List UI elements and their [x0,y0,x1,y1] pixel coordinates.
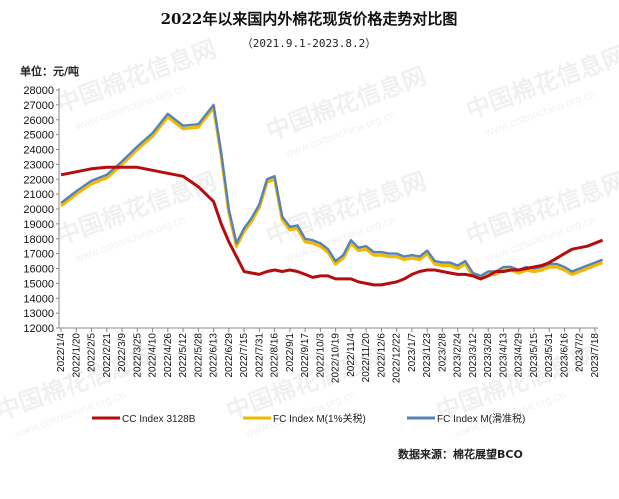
x-tick-label: 2022/10/19 [331,333,342,383]
series-layer [60,103,604,287]
x-tick-label: 2022/9/17 [300,333,311,378]
x-tick-label: 2022/1/4 [56,333,67,372]
x-tick-label: 2022/7/31 [254,333,265,378]
x-tick-label: 2022/1/20 [71,333,82,378]
y-tick-label: 25000 [23,130,54,142]
y-tick-label: 26000 [23,115,54,127]
x-tick-label: 2022/4/26 [163,333,174,378]
y-tick-label: 16000 [23,264,54,276]
y-tick-label: 15000 [23,278,54,290]
chart-subtitle: （2021.9.1-2023.8.2） [242,37,377,50]
x-tick-label: 2023/5/15 [529,333,540,378]
x-tick-label: 2022/7/15 [239,333,250,378]
legend: CC Index 3128B FC Index M(1%关税) FC Index M… [92,412,525,425]
x-tick-label: 2023/5/31 [544,333,555,378]
x-tick-label: 2023/2/24 [453,333,464,378]
y-tick-label: 17000 [23,249,54,261]
legend-label: CC Index 3128B [122,414,196,425]
y-tick-label: 12000 [23,323,54,335]
x-tick-label: 2023/4/29 [514,333,525,378]
x-tick-label: 2022/6/13 [209,333,220,378]
x-tick-label: 2022/4/10 [148,333,159,378]
x-tick-label: 2022/12/22 [392,333,403,383]
y-tick-label: 23000 [23,159,54,171]
x-tick-label: 2023/7/18 [590,333,601,378]
source-label: 数据来源：棉花展望BCO [398,447,523,461]
y-tick-label: 14000 [23,293,54,305]
y-tick-label: 21000 [23,189,54,201]
x-tick-label: 2022/5/12 [178,333,189,378]
x-tick-label: 2022/3/25 [132,333,143,378]
y-tick-label: 19000 [23,219,54,231]
x-tick-label: 2023/3/12 [468,333,479,378]
y-tick-label: 20000 [23,204,54,216]
legend-label: FC Index M(滑准税) [437,412,525,425]
x-tick-label: 2023/1/7 [407,333,418,372]
y-tick-label: 13000 [23,308,54,320]
x-tick-label: 2023/6/16 [559,333,570,378]
x-tick-label: 2023/3/28 [483,333,494,378]
y-tick-label: 18000 [23,234,54,246]
legend-label: FC Index M(1%关税) [273,412,366,425]
chart-title: 2022年以来国内外棉花现货价格走势对比图 [161,10,458,28]
x-tick-label: 2023/1/23 [422,333,433,378]
x-tick-label: 2023/4/13 [498,333,509,378]
y-tick-label: 22000 [23,174,54,186]
x-tick-label: 2022/11/20 [361,333,372,383]
x-tick-label: 2022/2/5 [87,333,98,372]
y-tick-label: 28000 [23,85,54,97]
series-line-0 [60,165,604,287]
x-tick-label: 2022/10/3 [315,333,326,378]
x-tick-label: 2023/7/2 [575,333,586,372]
x-tick-label: 2023/2/8 [437,333,448,372]
x-tick-label: 2022/2/21 [102,333,113,378]
x-tick-label: 2022/8/16 [270,333,281,378]
x-tick-label: 2022/11/4 [346,333,357,377]
x-tick-label: 2022/6/29 [224,333,235,378]
x-tick-label: 2022/5/28 [193,333,204,378]
x-axis: 2022/1/4 2022/1/20 2022/2/5 2022/2/21 2022/3… [56,327,601,383]
x-tick-label: 2022/3/9 [117,333,128,372]
x-tick-label: 2022/9/1 [285,333,296,372]
x-tick-label: 2022/12/6 [376,333,387,378]
y-tick-label: 24000 [23,145,54,157]
unit-label: 单位：元/吨 [20,64,79,78]
y-axis: 12000 13000 14000 15000 16000 17000 18000 19000… [23,85,60,335]
y-tick-label: 27000 [23,100,54,112]
